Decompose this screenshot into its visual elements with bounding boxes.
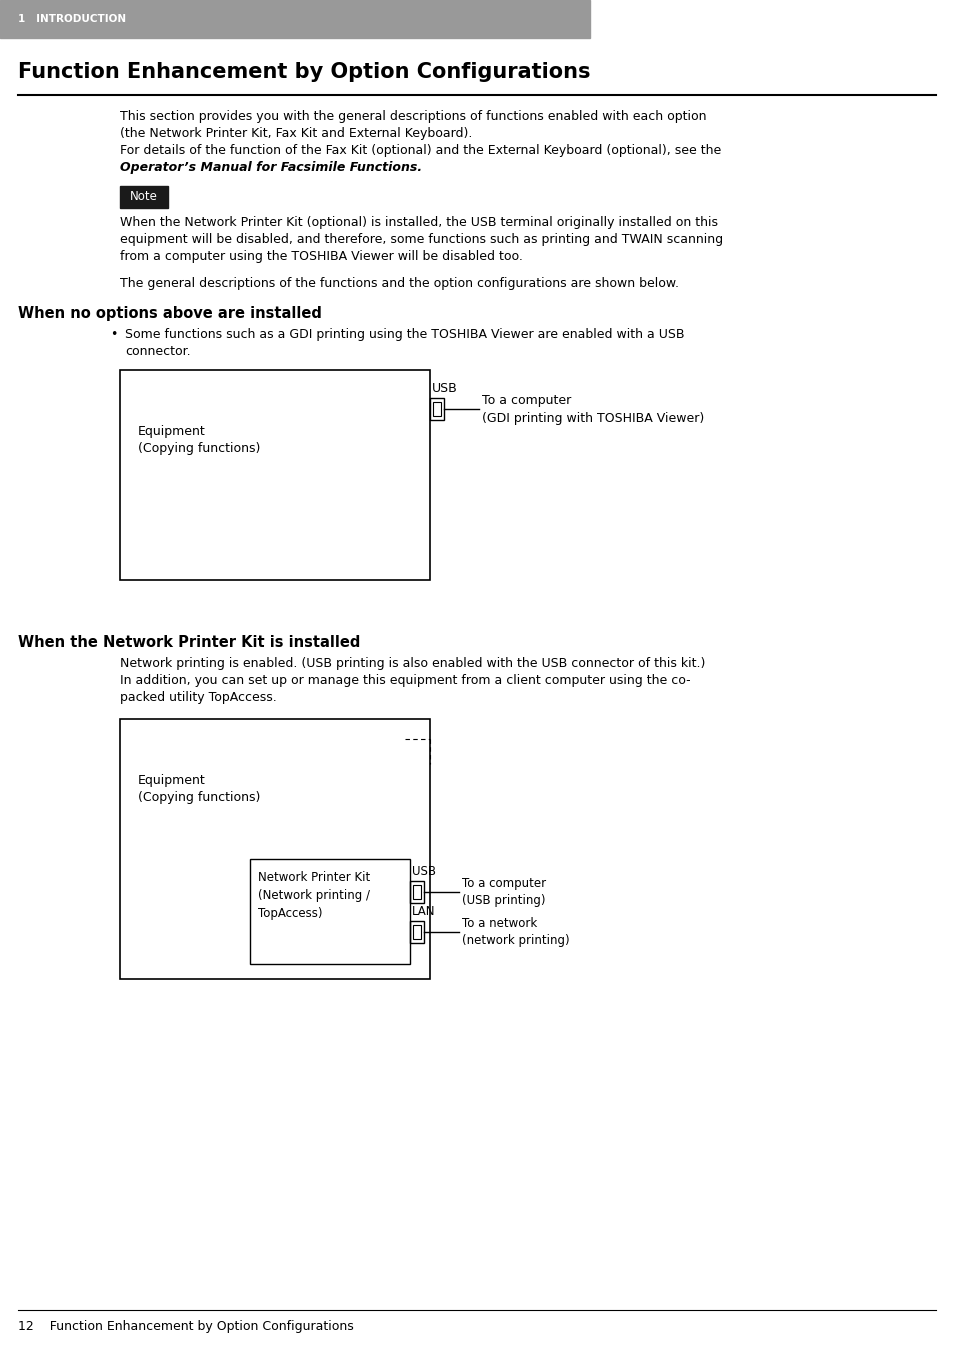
Bar — [433, 402, 440, 417]
Text: To a computer: To a computer — [461, 878, 545, 890]
Text: This section provides you with the general descriptions of functions enabled wit: This section provides you with the gener… — [120, 111, 706, 123]
Text: connector.: connector. — [125, 345, 191, 359]
Text: The general descriptions of the functions and the option configurations are show: The general descriptions of the function… — [120, 276, 679, 290]
Text: Note: Note — [130, 190, 158, 204]
Text: packed utility TopAccess.: packed utility TopAccess. — [120, 692, 276, 704]
Text: (network printing): (network printing) — [461, 934, 569, 948]
Bar — [410, 921, 423, 944]
Text: To a computer: To a computer — [481, 394, 571, 407]
Bar — [120, 718, 430, 979]
Bar — [430, 398, 443, 421]
Text: (Copying functions): (Copying functions) — [138, 791, 260, 803]
Text: Equipment: Equipment — [138, 774, 206, 787]
Text: In addition, you can set up or manage this equipment from a client computer usin: In addition, you can set up or manage th… — [120, 674, 690, 687]
Text: from a computer using the TOSHIBA Viewer will be disabled too.: from a computer using the TOSHIBA Viewer… — [120, 249, 522, 263]
Text: USB: USB — [432, 381, 457, 395]
Text: To a network: To a network — [461, 917, 537, 930]
Bar — [413, 886, 420, 899]
Text: USB: USB — [412, 865, 436, 878]
Text: Operator’s Manual for Facsimile Functions.: Operator’s Manual for Facsimile Function… — [120, 160, 421, 174]
Bar — [0, 0, 589, 38]
Text: Network Printer Kit: Network Printer Kit — [257, 871, 370, 884]
Text: When no options above are installed: When no options above are installed — [18, 306, 321, 321]
Text: (Network printing /: (Network printing / — [257, 888, 370, 902]
Text: •: • — [110, 328, 117, 341]
Text: LAN: LAN — [412, 905, 435, 918]
Text: (GDI printing with TOSHIBA Viewer): (GDI printing with TOSHIBA Viewer) — [481, 412, 703, 425]
Text: equipment will be disabled, and therefore, some functions such as printing and T: equipment will be disabled, and therefor… — [120, 233, 722, 245]
Text: Equipment: Equipment — [138, 425, 206, 438]
Text: When the Network Printer Kit is installed: When the Network Printer Kit is installe… — [18, 635, 360, 650]
Bar — [250, 859, 410, 964]
Text: TopAccess): TopAccess) — [257, 907, 322, 919]
Text: Function Enhancement by Option Configurations: Function Enhancement by Option Configura… — [18, 62, 590, 82]
Bar — [413, 925, 420, 940]
Text: (Copying functions): (Copying functions) — [138, 442, 260, 456]
Text: 12    Function Enhancement by Option Configurations: 12 Function Enhancement by Option Config… — [18, 1320, 354, 1333]
Text: (the Network Printer Kit, Fax Kit and External Keyboard).: (the Network Printer Kit, Fax Kit and Ex… — [120, 127, 472, 140]
Bar — [120, 369, 430, 580]
Text: For details of the function of the Fax Kit (optional) and the External Keyboard : For details of the function of the Fax K… — [120, 144, 720, 156]
Bar — [410, 882, 423, 903]
Text: (USB printing): (USB printing) — [461, 894, 545, 907]
Bar — [120, 186, 168, 208]
Text: 1   INTRODUCTION: 1 INTRODUCTION — [18, 13, 126, 24]
Text: When the Network Printer Kit (optional) is installed, the USB terminal originall: When the Network Printer Kit (optional) … — [120, 216, 718, 229]
Text: Some functions such as a GDI printing using the TOSHIBA Viewer are enabled with : Some functions such as a GDI printing us… — [125, 328, 684, 341]
Text: Network printing is enabled. (USB printing is also enabled with the USB connecto: Network printing is enabled. (USB printi… — [120, 656, 704, 670]
